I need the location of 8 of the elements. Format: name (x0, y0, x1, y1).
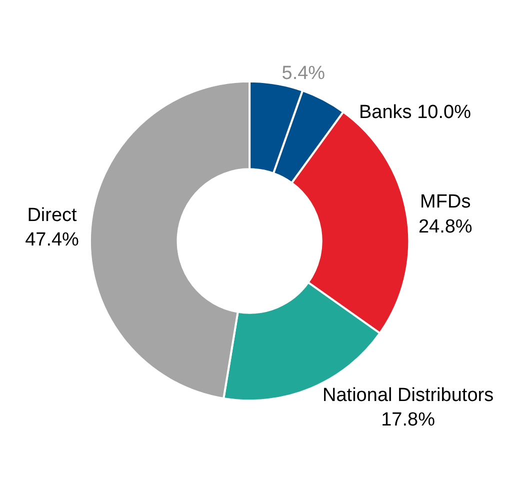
text: Banks 10.0% (359, 102, 472, 123)
data-label: 5.4% (282, 62, 326, 84)
slice-label: MFDs (420, 192, 471, 213)
slice-label: Direct (27, 204, 78, 226)
data-label: 17.8% (381, 410, 436, 431)
data-label: 24.8% (418, 216, 472, 238)
slice-label: National Distributors (322, 384, 494, 406)
data-label: 47.4% (25, 230, 80, 251)
